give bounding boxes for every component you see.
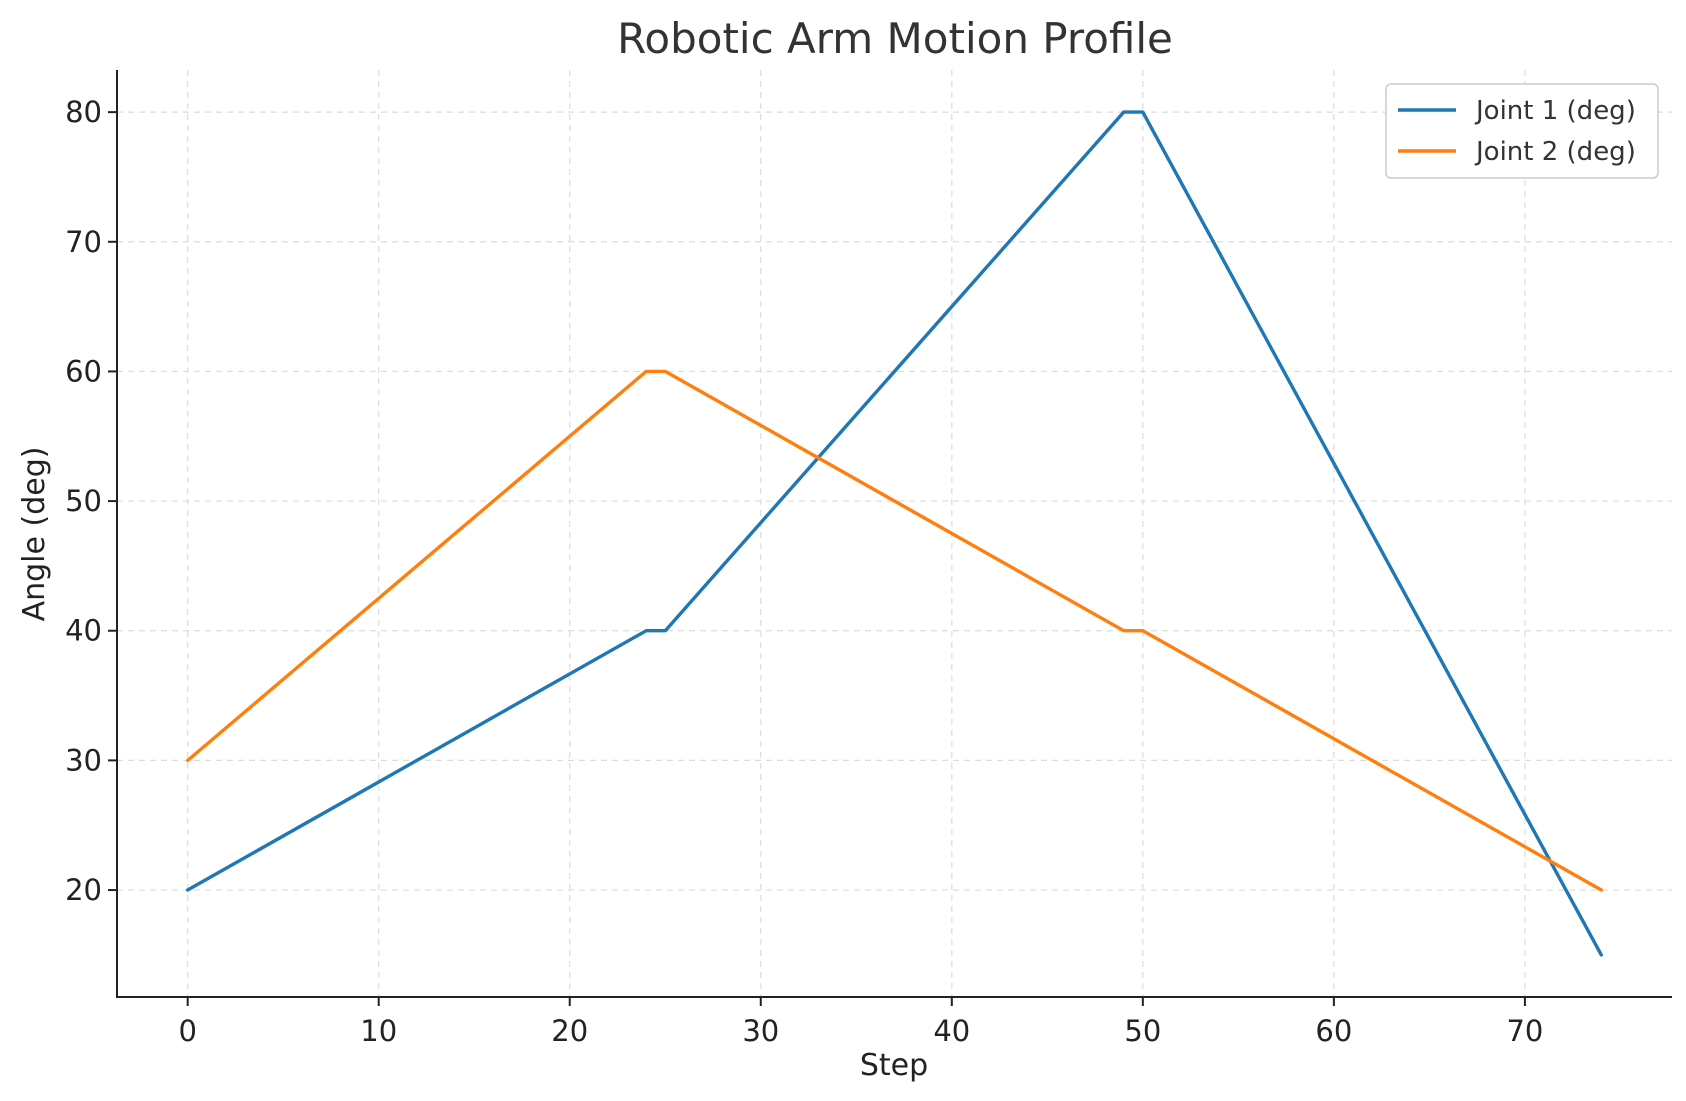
- x-tick-label: 30: [742, 1014, 779, 1048]
- y-tick-label: 40: [65, 614, 102, 648]
- x-axis-label: Step: [860, 1048, 928, 1083]
- x-ticks: 0 10 20 30 40 50 60 70: [178, 997, 1543, 1048]
- y-tick-label: 60: [65, 354, 102, 388]
- x-tick-label: 40: [933, 1014, 970, 1048]
- series-group: [185, 110, 1604, 957]
- y-axis-label: Angle (deg): [17, 447, 52, 622]
- legend-label: Joint 1 (deg): [1474, 96, 1636, 126]
- y-tick-label: 50: [65, 484, 102, 518]
- chart-title: Robotic Arm Motion Profile: [617, 14, 1173, 63]
- legend: Joint 1 (deg) Joint 2 (deg): [1385, 83, 1659, 179]
- x-tick-label: 50: [1124, 1014, 1161, 1048]
- y-ticks: 20 30 40 50 60 70 80: [65, 95, 117, 907]
- x-tick-label: 10: [360, 1014, 397, 1048]
- series-line-joint-1: [185, 110, 1604, 957]
- x-tick-label: 20: [551, 1014, 588, 1048]
- x-tick-label: 70: [1506, 1014, 1543, 1048]
- axes: [116, 70, 1672, 998]
- series-line-joint-2: [185, 369, 1604, 892]
- y-tick-label: 30: [65, 743, 102, 777]
- grid: [117, 70, 1672, 997]
- legend-label: Joint 2 (deg): [1474, 137, 1636, 167]
- y-tick-label: 80: [65, 95, 102, 129]
- x-tick-label: 0: [178, 1014, 196, 1048]
- x-tick-label: 60: [1315, 1014, 1352, 1048]
- legend-box: [1385, 83, 1659, 179]
- y-tick-label: 20: [65, 873, 102, 907]
- y-tick-label: 70: [65, 225, 102, 259]
